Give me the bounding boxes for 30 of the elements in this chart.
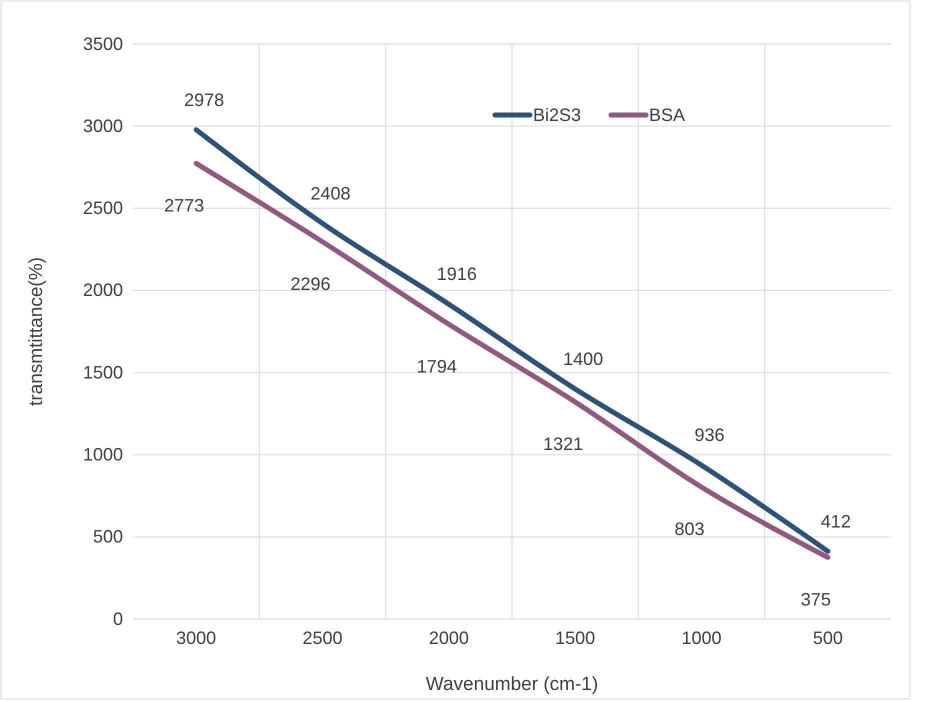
data-label: 2773 xyxy=(164,195,204,216)
y-axis-title: transmtittance(%) xyxy=(26,257,47,406)
y-tick-label: 500 xyxy=(92,526,123,547)
y-tick-label: 1000 xyxy=(82,444,123,464)
x-tick-label: 3000 xyxy=(176,628,216,648)
x-tick-label: 1500 xyxy=(555,628,596,648)
y-tick-label: 2000 xyxy=(82,280,123,300)
x-axis-title: Wavenumber (cm-1) xyxy=(426,674,598,695)
x-tick-label: 1000 xyxy=(681,628,722,648)
y-tick-label: 2500 xyxy=(82,198,123,218)
y-tick-label: 3500 xyxy=(82,34,123,54)
y-tick-label: 1500 xyxy=(82,362,123,382)
data-label: 2978 xyxy=(184,90,224,110)
legend-label: Bi2S3 xyxy=(533,105,582,125)
x-tick-label: 2500 xyxy=(302,628,343,648)
data-label: 375 xyxy=(800,589,831,610)
data-label: 1400 xyxy=(563,349,604,369)
data-label: 1916 xyxy=(436,264,477,284)
data-label: 936 xyxy=(694,425,725,446)
legend-label: BSA xyxy=(649,105,686,125)
data-label: 2296 xyxy=(290,274,331,294)
data-label: 1321 xyxy=(543,434,584,454)
x-tick-label: 500 xyxy=(812,628,843,648)
y-tick-label: 3000 xyxy=(82,116,123,136)
x-tick-label: 2000 xyxy=(428,628,469,648)
data-label: 803 xyxy=(674,519,705,540)
y-tick-label: 0 xyxy=(112,608,123,629)
data-label: 1794 xyxy=(416,356,457,376)
data-label: 2408 xyxy=(310,183,351,204)
data-label: 412 xyxy=(820,511,851,532)
